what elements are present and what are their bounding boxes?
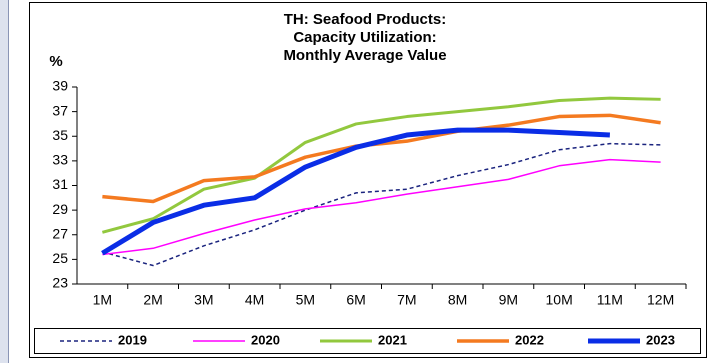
chart-title: Capacity Utilization: [293,29,436,46]
legend-label: 2019 [118,332,147,347]
legend-box [34,328,701,354]
y-tick-label: 33 [52,152,68,168]
y-tick-label: 29 [52,201,68,217]
legend-label: 2020 [251,332,280,347]
y-tick-label: 27 [52,225,68,241]
x-tick-label: 11M [597,292,623,308]
y-tick-label: 37 [52,102,68,118]
x-tick-label: 8M [448,292,467,308]
y-axis-label: % [49,53,62,70]
y-tick-label: 23 [52,275,68,291]
chart-title: Monthly Average Value [283,47,446,64]
legend-label: 2022 [515,332,544,347]
x-tick-label: 5M [296,292,315,308]
x-tick-label: 9M [499,292,518,308]
y-tick-label: 35 [52,127,68,143]
x-tick-label: 3M [194,292,213,308]
series-line [102,142,661,267]
side-border [8,0,9,363]
x-tick-label: 2M [143,292,162,308]
legend-label: 2023 [646,332,675,347]
y-tick-label: 31 [52,176,68,192]
chart-frame [29,2,707,358]
x-tick-label: 4M [245,292,264,308]
x-tick-label: 7M [397,292,416,308]
side-strip [0,0,8,363]
x-tick-label: 1M [93,292,112,308]
x-tick-label: 6M [346,292,365,308]
x-tick-label: 10M [546,292,573,308]
x-tick-label: 12M [647,292,674,308]
series-line [102,113,661,204]
legend-label: 2021 [378,332,407,347]
chart-title: TH: Seafood Products: [284,11,447,28]
y-tick-label: 39 [52,78,68,94]
series-line [101,96,661,234]
series-line [102,158,661,256]
y-tick-label: 25 [52,250,68,266]
series-line [101,127,610,256]
